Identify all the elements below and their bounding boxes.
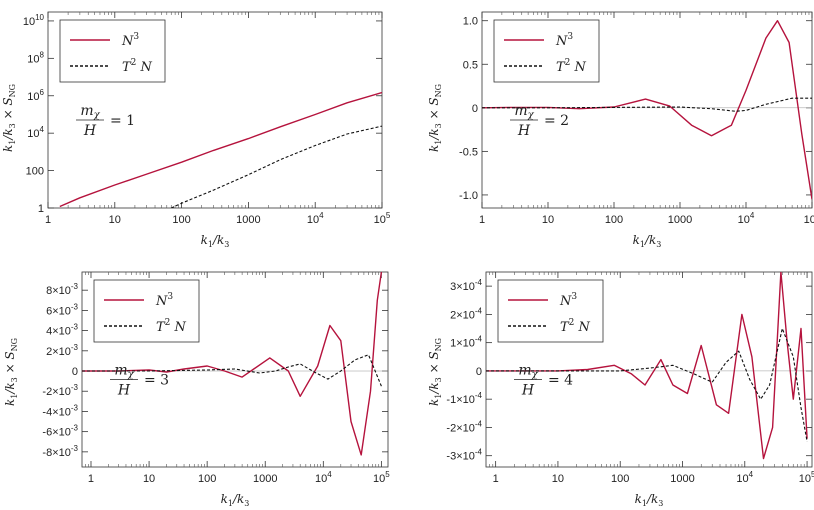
annotation-denominator: H (517, 123, 531, 139)
annotation-value: = 1 (110, 113, 135, 129)
x-tick-label: 105 (804, 211, 814, 226)
panel-top-right: 1 10 100 1000 104 105 -1.0 -0.5 0 0.5 1.0 k1​/k3​ k1… (427, 11, 814, 249)
x-tick-label: 1 (45, 214, 51, 226)
y-tick-label: 108 (27, 50, 44, 65)
y-tick-label: -2×10-3 (42, 383, 78, 398)
y-tick-label: 0 (472, 103, 478, 115)
x-tick-label: 1 (493, 473, 499, 485)
x-tick-label: 1000 (253, 473, 277, 485)
series-line-n3 (486, 272, 808, 460)
x-tick-label: 105 (799, 470, 814, 485)
y-tick-label: 2×10-4 (450, 306, 482, 321)
y-axis-label: k1​/k3​ × SNG (3, 338, 19, 406)
legend-label: T2 N (560, 318, 591, 335)
annotation-numerator: mχ (80, 103, 100, 121)
annotation-value: = 3 (144, 373, 169, 389)
x-tick-label: 10 (143, 473, 155, 485)
plot-frame (485, 271, 813, 468)
legend-box (497, 279, 604, 343)
x-tick-label: 1000 (236, 214, 260, 226)
legend-label: T2 N (156, 318, 187, 335)
y-axis-label: k1​/k3​ × SNG (1, 84, 17, 152)
legend-box (59, 19, 166, 83)
annotation-value: = 2 (544, 113, 569, 129)
y-tick-label: 8×10-3 (46, 282, 78, 297)
panel-top-left: 1 10 100 1000 104 105 1 100 104 106 108 1010 k1​/k3​… (1, 11, 391, 249)
legend-label: N3 (155, 292, 173, 309)
annotation-numerator: mχ (514, 103, 534, 121)
x-tick-label: 1000 (668, 214, 692, 226)
plot-frame (47, 11, 383, 209)
legend-label: T2 N (122, 58, 153, 75)
annotation-value: = 4 (548, 373, 573, 389)
y-tick-label: 0 (72, 366, 78, 378)
x-tick-label: 104 (736, 470, 753, 485)
y-tick-label: 2×10-3 (46, 343, 78, 358)
panel-bottom-right: 1 10 100 1000 104 105 -3×10-4 -2×10-4 -1×10-4 0 1×… (427, 271, 814, 508)
y-tick-label: 1.0 (463, 16, 478, 28)
y-tick-label: 0.5 (463, 59, 478, 71)
y-tick-label: 0 (476, 366, 482, 378)
x-tick-label: 10 (542, 214, 554, 226)
y-tick-label: -1×10-4 (446, 391, 482, 406)
series-line-n3 (82, 272, 383, 456)
annotation-denominator: H (83, 123, 97, 139)
legend-box (493, 19, 600, 83)
y-tick-label: -0.5 (459, 146, 478, 158)
x-axis-label: k1​/k3​ (635, 492, 664, 508)
x-tick-label: 10 (552, 473, 564, 485)
legend-label: T2 N (556, 58, 587, 75)
y-tick-label: 1010 (23, 13, 45, 28)
y-tick-label: 1 (38, 203, 44, 215)
y-tick-label: -1.0 (459, 190, 478, 202)
legend-box (93, 279, 200, 343)
y-tick-label: -4×10-3 (42, 403, 78, 418)
series-line-t2n (82, 354, 382, 387)
x-tick-label: 104 (315, 470, 332, 485)
y-tick-label: -8×10-3 (42, 444, 78, 459)
x-tick-label: 1 (88, 473, 94, 485)
x-tick-label: 10 (109, 214, 121, 226)
series-line-n3 (59, 91, 382, 208)
y-axis-label: k1​/k3​ × SNG (427, 338, 443, 406)
x-tick-label: 104 (738, 211, 755, 226)
x-tick-label: 100 (172, 214, 190, 226)
x-tick-label: 100 (605, 214, 623, 226)
series-line-t2n (171, 125, 382, 208)
y-tick-label: 104 (27, 125, 44, 140)
legend-label: N3 (121, 32, 139, 49)
series-line-t2n (482, 97, 812, 112)
x-tick-label: 100 (198, 473, 216, 485)
y-tick-label: 4×10-3 (46, 323, 78, 338)
x-axis-label: k1​/k3​ (221, 492, 250, 508)
annotation-numerator: mχ (114, 363, 134, 381)
y-tick-label: 3×10-4 (450, 278, 482, 293)
y-axis-label: k1​/k3​ × SNG (427, 84, 443, 152)
y-tick-label: 100 (26, 166, 44, 178)
annotation-denominator: H (521, 383, 535, 399)
x-tick-label: 1 (479, 214, 485, 226)
y-tick-label: 1×10-4 (450, 335, 482, 350)
series-line-t2n (486, 327, 808, 442)
x-tick-label: 105 (373, 470, 390, 485)
annotation-numerator: mχ (518, 363, 538, 381)
y-tick-label: -3×10-4 (446, 448, 482, 463)
legend-label: N3 (555, 32, 573, 49)
annotation-denominator: H (117, 383, 131, 399)
x-tick-label: 1000 (670, 473, 694, 485)
plot-frame (481, 11, 813, 209)
y-tick-label: -2×10-4 (446, 419, 482, 434)
y-tick-label: 106 (27, 88, 44, 103)
panel-bottom-left: 1 10 100 1000 104 105 -8×10-3 -6×10-3 -4×10-3 -2×… (3, 271, 390, 508)
x-tick-label: 105 (374, 211, 391, 226)
x-axis-label: k1​/k3​ (633, 233, 662, 249)
legend-label: N3 (559, 292, 577, 309)
x-tick-label: 104 (307, 211, 324, 226)
y-tick-label: 6×10-3 (46, 302, 78, 317)
x-tick-label: 100 (611, 473, 629, 485)
y-tick-label: -6×10-3 (42, 424, 78, 439)
x-axis-label: k1​/k3​ (201, 233, 230, 249)
